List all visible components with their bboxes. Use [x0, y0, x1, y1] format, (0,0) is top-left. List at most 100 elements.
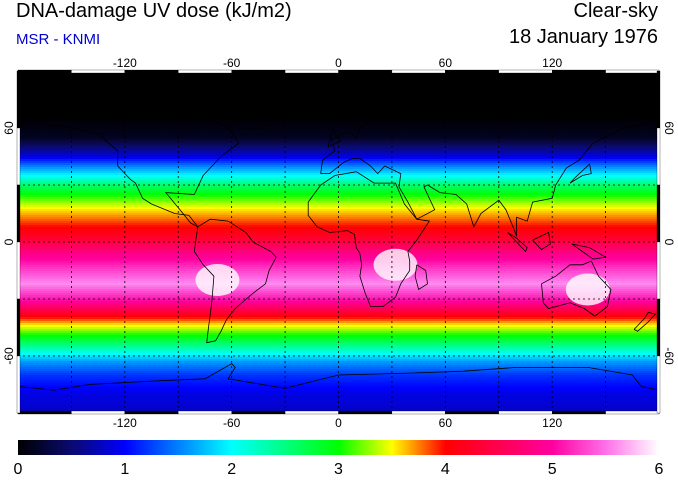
dose-hotspot — [195, 264, 240, 296]
dose-band — [18, 97, 659, 100]
frame-segment — [445, 410, 499, 415]
colorbar-strip — [18, 440, 659, 455]
lat-tick-label-right: 0 — [662, 239, 676, 246]
frame-segment — [498, 410, 553, 415]
frame-segment — [71, 410, 125, 415]
dose-band — [18, 107, 659, 110]
dose-band — [18, 293, 659, 296]
lat-tick-label-left: 60 — [2, 121, 16, 135]
frame-segment — [284, 69, 339, 74]
dose-band — [18, 257, 659, 260]
frame-segment — [284, 410, 339, 415]
dose-hotspot — [373, 248, 418, 281]
dose-band — [18, 399, 659, 402]
lon-tick-label-top: -120 — [113, 56, 137, 70]
dose-band — [18, 333, 659, 336]
lon-tick-label-top: 60 — [439, 56, 453, 70]
coastline — [320, 95, 659, 237]
dose-band — [18, 259, 659, 262]
dose-band — [18, 287, 659, 290]
dose-band — [18, 207, 659, 210]
dose-band — [18, 243, 659, 246]
map-frame — [16, 69, 661, 415]
dose-band — [18, 239, 659, 242]
dose-band — [18, 129, 659, 132]
lat-tick-label-left: -60 — [2, 347, 16, 365]
dose-band — [18, 83, 659, 86]
dose-band — [18, 223, 659, 226]
frame-segment — [16, 184, 21, 243]
dose-band — [18, 187, 659, 190]
sky-condition: Clear-sky — [573, 0, 658, 22]
dose-band — [18, 87, 659, 90]
dose-band — [18, 337, 659, 340]
frame-segment — [445, 69, 499, 74]
dose-band — [18, 313, 659, 316]
coastline — [414, 264, 428, 291]
coastlines — [18, 85, 659, 391]
dose-band — [18, 383, 659, 386]
frame-segment — [231, 69, 286, 74]
lon-tick-label-top: 120 — [542, 56, 562, 70]
dose-band — [18, 303, 659, 306]
dose-band — [18, 169, 659, 172]
dose-band — [18, 359, 659, 362]
frame-segment — [17, 69, 72, 74]
colorbar-label: 0 — [14, 461, 23, 478]
frame-segment — [656, 70, 661, 129]
dose-band — [18, 189, 659, 192]
dose-band — [18, 149, 659, 152]
dose-band — [18, 229, 659, 232]
dose-band — [18, 179, 659, 182]
dose-band — [18, 393, 659, 396]
dose-band — [18, 233, 659, 236]
colorbar-label: 4 — [441, 461, 450, 478]
coastline — [193, 218, 277, 344]
coastline — [532, 231, 551, 251]
coastline — [307, 171, 430, 308]
dose-band — [18, 323, 659, 326]
colorbar-label: 2 — [227, 461, 236, 478]
dose-band — [18, 317, 659, 320]
dose-band — [18, 319, 659, 322]
graticule — [18, 71, 659, 413]
dose-band — [18, 219, 659, 222]
dose-band — [18, 139, 659, 142]
dose-band — [18, 299, 659, 302]
dose-band — [18, 133, 659, 136]
map-source: MSR - KNMI — [16, 31, 101, 48]
colorbar-label: 1 — [120, 461, 129, 478]
frame-segment — [656, 355, 661, 414]
frame-segment — [17, 410, 72, 415]
dose-hotspot — [565, 273, 610, 306]
colorbar-label: 6 — [655, 461, 664, 478]
dose-band — [18, 367, 659, 370]
dose-band — [18, 177, 659, 180]
dose-band — [18, 347, 659, 350]
dose-band — [18, 93, 659, 96]
dose-band — [18, 173, 659, 176]
dose-band — [18, 227, 659, 230]
dose-band — [18, 339, 659, 342]
dose-band — [18, 193, 659, 196]
lat-tick-label-left: 0 — [2, 238, 16, 245]
frame-segment — [16, 127, 21, 186]
lon-tick-label-bottom: 0 — [335, 416, 342, 430]
dose-band — [18, 283, 659, 286]
colorbar: 0 1 2 3 4 5 6 — [14, 440, 664, 478]
dose-band — [18, 123, 659, 126]
dose-band — [18, 267, 659, 270]
coastline — [18, 363, 659, 391]
frame-segment — [552, 69, 606, 74]
dose-band — [18, 159, 659, 162]
dose-band — [18, 253, 659, 256]
dose-band — [18, 99, 659, 102]
dose-band — [18, 309, 659, 312]
dose-band — [18, 297, 659, 300]
dose-band — [18, 377, 659, 380]
map-title: DNA-damage UV dose (kJ/m2) — [16, 0, 292, 22]
axis-ticks: -120 -120 -60 -60 0 0 60 60 120 120 60 60 0 0 -60 -60 — [2, 56, 676, 430]
dose-band — [18, 379, 659, 382]
frame-segment — [16, 355, 21, 414]
dose-band — [18, 119, 659, 122]
